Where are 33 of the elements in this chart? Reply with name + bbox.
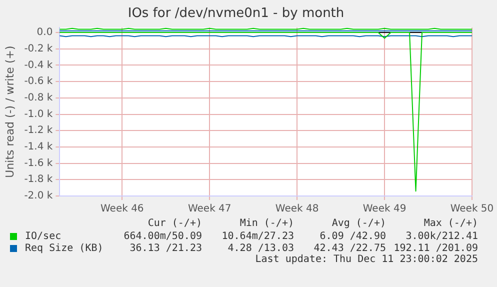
y-axis-title: Units read (-) / write (+) [3,46,16,178]
y-tick-label: -0.8 k [24,92,53,104]
text: Avg (-/+) [330,218,386,230]
y-tick-label: -1.8 k [24,174,53,186]
y-tick-label: -0.2 k [24,43,53,54]
y-tick-label: -2.0 k [24,190,53,202]
y-tick-label: -1.0 k [24,108,53,120]
legend-label: IO/sec [25,230,62,242]
x-tick-label: Week 47 [188,204,232,215]
x-tick-label: Week 50 [450,204,494,215]
y-tick-label: -1.6 k [24,158,53,169]
text: Cur (-/+) [146,218,202,230]
y-tick-label: -0.4 k [24,60,53,71]
x-tick-label: Week 49 [362,204,406,215]
text: Min (-/+) [238,218,294,230]
y-tick-label: 0.0 [36,27,53,38]
chart-title: IOs for /dev/nvme0n1 - by month [128,6,344,22]
text: 42.43 /22.75 [312,242,386,254]
text: 36.13 /21.23 [128,242,202,254]
legend-label: Req Size (KB) [25,242,104,254]
y-tick-label: -1.2 k [24,125,53,136]
text: 664.00m/50.09 [122,230,202,242]
x-tick-label: Week 46 [100,204,144,215]
x-tick-label: Week 48 [275,204,319,215]
text: Max (-/+) [422,218,478,230]
text: 6.09 /42.90 [318,230,386,242]
y-tick-label: -1.4 k [24,142,53,153]
text: 10.64m/27.23 [220,230,294,242]
text: 192.11 /201.09 [392,242,478,254]
text: 4.28 /13.03 [226,242,294,254]
text: 3.00k/212.41 [404,230,478,242]
text: Last update: Thu Dec 11 23:00:02 2025 [254,254,478,266]
y-tick-label: -0.6 k [24,76,53,88]
